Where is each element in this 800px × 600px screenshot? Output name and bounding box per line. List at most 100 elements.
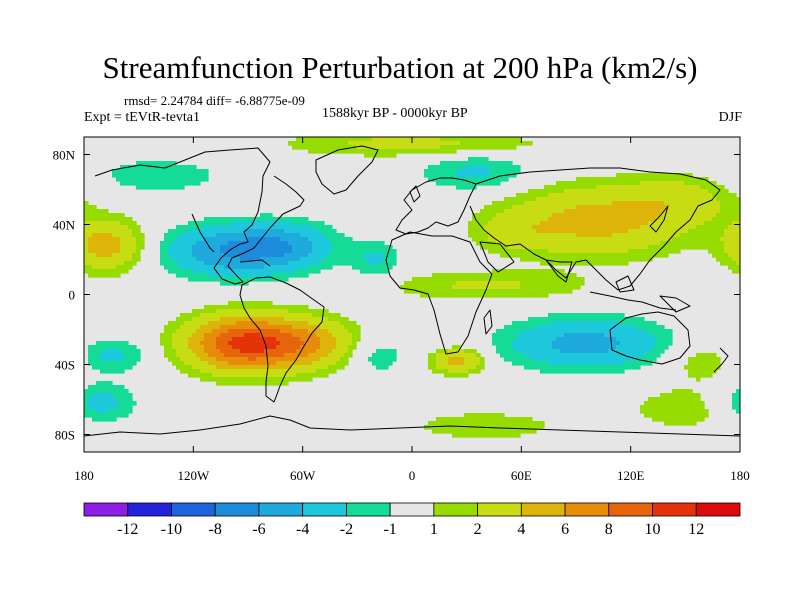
field-cell bbox=[316, 341, 321, 346]
field-cell bbox=[272, 309, 277, 314]
field-cell bbox=[312, 309, 317, 314]
field-cell bbox=[260, 377, 265, 382]
field-cell bbox=[288, 273, 293, 278]
field-cell bbox=[184, 261, 189, 266]
field-cell bbox=[616, 201, 621, 206]
field-cell bbox=[528, 293, 533, 298]
field-cell bbox=[128, 401, 133, 406]
field-cell bbox=[108, 229, 113, 234]
field-cell bbox=[176, 357, 181, 362]
field-cell bbox=[736, 409, 740, 414]
field-cell bbox=[536, 229, 541, 234]
field-cell bbox=[380, 141, 385, 146]
field-cell bbox=[164, 261, 169, 266]
field-cell bbox=[184, 265, 189, 270]
field-cell bbox=[312, 233, 317, 238]
field-cell bbox=[668, 241, 673, 246]
field-cell bbox=[704, 201, 709, 206]
field-cell bbox=[316, 365, 321, 370]
field-cell bbox=[324, 253, 329, 258]
field-cell bbox=[204, 349, 209, 354]
field-cell bbox=[556, 221, 561, 226]
field-cell bbox=[596, 361, 601, 366]
field-cell bbox=[244, 305, 249, 310]
field-cell bbox=[576, 261, 581, 266]
field-cell bbox=[216, 341, 221, 346]
field-cell bbox=[372, 253, 377, 258]
field-cell bbox=[628, 193, 633, 198]
field-cell bbox=[244, 225, 249, 230]
field-cell bbox=[456, 421, 461, 426]
field-cell bbox=[232, 265, 237, 270]
field-cell bbox=[528, 365, 533, 370]
field-cell bbox=[292, 225, 297, 230]
field-cell bbox=[620, 353, 625, 358]
field-cell bbox=[144, 161, 149, 166]
field-cell bbox=[728, 225, 733, 230]
field-cell bbox=[112, 349, 117, 354]
field-cell bbox=[392, 137, 397, 142]
field-cell bbox=[340, 233, 345, 238]
field-cell bbox=[520, 237, 525, 242]
field-cell bbox=[384, 145, 389, 150]
field-cell bbox=[204, 353, 209, 358]
field-cell bbox=[556, 341, 561, 346]
field-cell bbox=[492, 169, 497, 174]
field-cell bbox=[124, 405, 129, 410]
field-cell bbox=[284, 329, 289, 334]
field-cell bbox=[364, 249, 369, 254]
field-cell bbox=[608, 249, 613, 254]
field-cell bbox=[540, 205, 545, 210]
field-cell bbox=[88, 349, 93, 354]
field-cell bbox=[452, 369, 457, 374]
field-cell bbox=[596, 365, 601, 370]
field-cell bbox=[488, 421, 493, 426]
field-cell bbox=[680, 209, 685, 214]
field-cell bbox=[432, 277, 437, 282]
field-cell bbox=[540, 273, 545, 278]
field-cell bbox=[632, 193, 637, 198]
field-cell bbox=[200, 341, 205, 346]
field-cell bbox=[504, 341, 509, 346]
field-cell bbox=[680, 413, 685, 418]
field-cell bbox=[660, 213, 665, 218]
field-cell bbox=[548, 253, 553, 258]
field-cell bbox=[100, 229, 105, 234]
field-cell bbox=[208, 369, 213, 374]
field-cell bbox=[664, 181, 669, 186]
field-cell bbox=[300, 273, 305, 278]
field-cell bbox=[136, 245, 141, 250]
field-cell bbox=[596, 317, 601, 322]
field-cell bbox=[604, 225, 609, 230]
field-cell bbox=[508, 269, 513, 274]
field-cell bbox=[340, 337, 345, 342]
field-cell bbox=[224, 333, 229, 338]
field-cell bbox=[664, 341, 669, 346]
field-cell bbox=[600, 361, 605, 366]
field-cell bbox=[668, 405, 673, 410]
field-cell bbox=[324, 321, 329, 326]
field-cell bbox=[448, 149, 453, 154]
field-cell bbox=[480, 281, 485, 286]
field-cell bbox=[572, 329, 577, 334]
field-cell bbox=[568, 273, 573, 278]
field-cell bbox=[328, 137, 333, 142]
field-cell bbox=[656, 197, 661, 202]
field-cell bbox=[296, 229, 301, 234]
field-cell bbox=[632, 361, 637, 366]
field-cell bbox=[620, 365, 625, 370]
field-cell bbox=[212, 333, 217, 338]
field-cell bbox=[204, 237, 209, 242]
field-cell bbox=[428, 353, 433, 358]
field-cell bbox=[316, 349, 321, 354]
field-cell bbox=[312, 341, 317, 346]
field-cell bbox=[120, 237, 125, 242]
field-cell bbox=[640, 181, 645, 186]
field-cell bbox=[656, 345, 661, 350]
field-cell bbox=[464, 181, 469, 186]
field-cell bbox=[112, 217, 117, 222]
field-cell bbox=[296, 221, 301, 226]
field-cell bbox=[108, 397, 113, 402]
field-cell bbox=[264, 369, 269, 374]
field-cell bbox=[212, 317, 217, 322]
